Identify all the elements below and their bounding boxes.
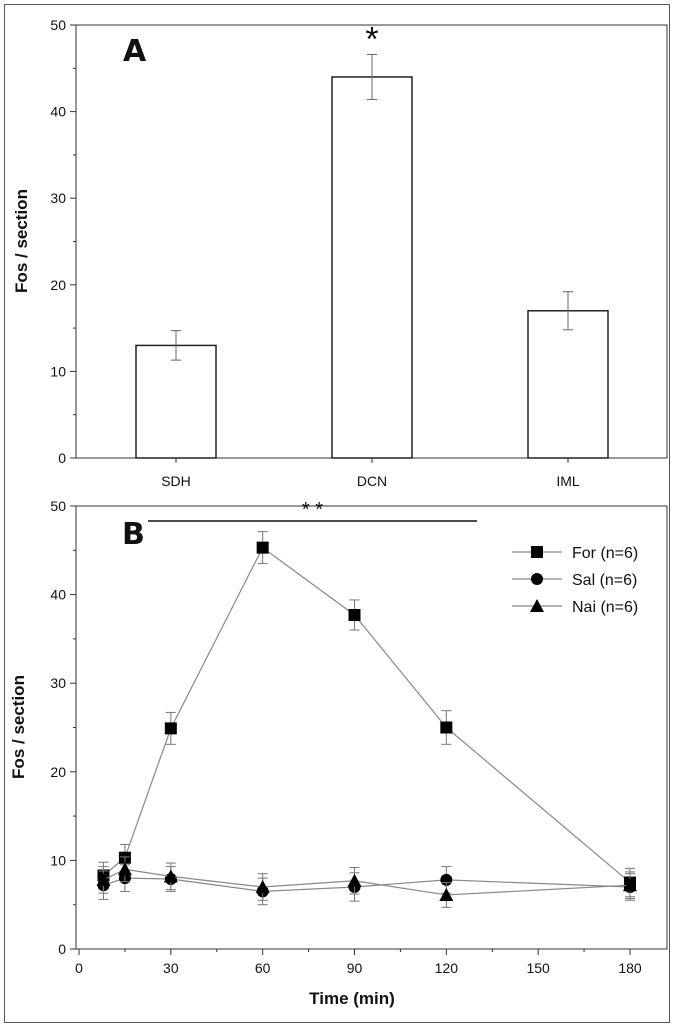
panel-b-x-axis-title: Time (min)	[309, 989, 395, 1008]
panel-b-significance-stars: * *	[302, 499, 323, 521]
legend-label: For (n=6)	[572, 545, 638, 562]
legend-label: Sal (n=6)	[572, 572, 637, 589]
legend-marker-triangle	[530, 599, 544, 612]
panel-b-y-tick-label: 10	[50, 852, 66, 868]
panel-b-x-tick-label: 30	[163, 960, 179, 976]
data-point-for-n-6	[348, 608, 361, 621]
data-point-for-n-6	[164, 722, 177, 735]
panel-b-x-tick-label: 180	[618, 960, 642, 976]
data-point-nai-n-6	[439, 887, 454, 901]
series-nai-n-6	[96, 856, 637, 908]
data-point-nai-n-6	[623, 878, 637, 892]
panel-b-x-ticks: 0 30 60 90 120 150 180	[75, 949, 642, 976]
panel-a-significance-star: *	[365, 20, 378, 58]
panel-a-label: A	[123, 34, 147, 69]
panel-a-x-tick-label-iml: IML	[556, 473, 580, 489]
panel-b-y-axis-title: Fos / section	[9, 675, 28, 779]
panel-b-significance: * *	[148, 499, 477, 522]
panel-b-line-chart: B Fos / section Time (min) 0 10 20 30 40 50 0…	[9, 498, 668, 1008]
panel-b-x-tick-label: 0	[75, 960, 83, 976]
panel-b-y-tick-label: 20	[50, 764, 66, 780]
panel-b-series	[96, 531, 637, 908]
legend-entry-sal-n-6: Sal (n=6)	[512, 572, 637, 589]
panel-b-y-tick-label: 40	[50, 587, 66, 603]
panel-a-bar-sdh	[135, 344, 217, 459]
data-point-nai-n-6	[163, 869, 178, 883]
panel-b-x-tick-label: 120	[435, 960, 459, 976]
panel-a-y-tick-label: 0	[58, 450, 66, 466]
panel-a-x-tick-label-dcn: DCN	[357, 473, 387, 489]
panel-b-x-tick-label: 90	[347, 960, 363, 976]
legend-marker-circle	[531, 573, 543, 585]
data-point-nai-n-6	[117, 862, 132, 876]
panel-b-y-tick-label: 50	[50, 498, 66, 514]
panel-b-legend: For (n=6) Sal (n=6) Nai (n=6)	[512, 545, 638, 616]
data-point-nai-n-6	[255, 879, 270, 893]
panel-a-bar-chart: A Fos / section 0 10 20 30 40 50 SDH DCN IML *	[12, 17, 668, 489]
series-for-n-6	[97, 531, 636, 898]
panel-a-y-tick-label: 10	[50, 363, 66, 379]
legend-marker-square	[531, 546, 543, 558]
data-point-for-n-6	[440, 721, 453, 734]
data-point-nai-n-6	[96, 872, 111, 886]
panel-a-y-axis-title: Fos / section	[12, 189, 31, 293]
legend-entry-nai-n-6: Nai (n=6)	[512, 599, 638, 616]
legend-label: Nai (n=6)	[572, 599, 638, 616]
panel-a-x-ticks: SDH DCN IML	[161, 458, 580, 489]
panel-b-label: B	[122, 517, 145, 552]
panel-a-y-tick-label: 20	[50, 277, 66, 293]
legend-entry-for-n-6: For (n=6)	[512, 545, 638, 562]
data-point-for-n-6	[256, 541, 269, 554]
panel-a-bars: *	[135, 20, 609, 459]
panel-a-x-tick-label-sdh: SDH	[161, 473, 191, 489]
panel-b-y-ticks: 0 10 20 30 40 50	[50, 498, 76, 957]
panel-a-bar-dcn	[331, 76, 413, 459]
panel-b-x-tick-label: 60	[255, 960, 271, 976]
panel-a-y-ticks: 0 10 20 30 40 50	[50, 17, 76, 466]
panel-a-y-tick-label: 30	[50, 190, 66, 206]
panel-b-x-tick-label: 150	[526, 960, 550, 976]
data-point-nai-n-6	[347, 873, 362, 887]
panel-b-y-tick-label: 0	[58, 941, 66, 957]
panel-a-y-tick-label: 50	[50, 17, 66, 33]
panel-a-y-tick-label: 40	[50, 104, 66, 120]
panel-a-bar-iml	[527, 310, 609, 459]
panel-b-y-tick-label: 30	[50, 675, 66, 691]
